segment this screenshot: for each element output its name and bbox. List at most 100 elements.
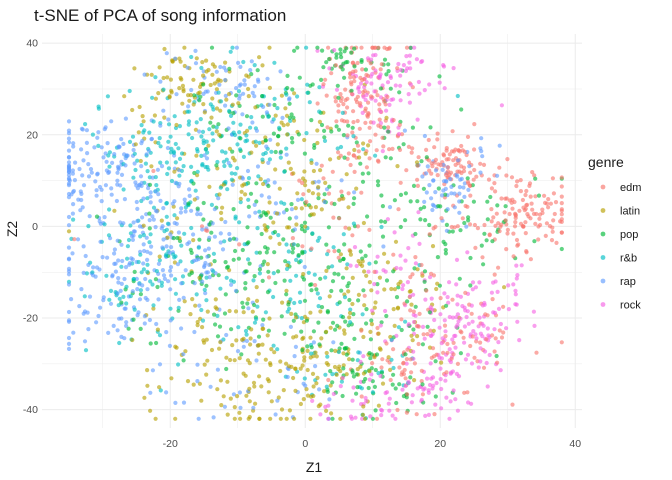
data-point-rap xyxy=(121,141,126,146)
data-point-latin xyxy=(361,220,366,226)
data-point-pop xyxy=(361,379,366,384)
data-point-latin xyxy=(194,56,199,61)
data-point-latin xyxy=(396,282,401,287)
data-point-pop xyxy=(386,129,391,134)
data-point-rap xyxy=(443,186,448,191)
data-point-latin xyxy=(286,160,291,165)
data-point-rock xyxy=(441,64,447,69)
data-point-latin xyxy=(409,302,414,307)
data-point-rb xyxy=(154,269,159,274)
data-point-rock xyxy=(383,269,388,274)
data-point-latin xyxy=(157,65,162,70)
data-point-rb xyxy=(195,169,200,174)
data-point-rock xyxy=(416,210,421,215)
data-point-pop xyxy=(433,359,438,364)
data-point-rap xyxy=(81,183,87,188)
data-point-rock xyxy=(419,397,424,402)
data-point-rock xyxy=(403,258,408,263)
data-point-latin xyxy=(279,93,284,98)
data-point-rb xyxy=(193,188,198,193)
data-point-rock xyxy=(390,413,395,418)
data-point-latin xyxy=(357,155,362,160)
data-point-latin xyxy=(219,210,224,215)
data-point-rap xyxy=(164,244,169,249)
data-point-rap xyxy=(71,144,76,149)
data-point-latin xyxy=(294,222,299,227)
data-point-pop xyxy=(336,95,341,100)
data-point-pop xyxy=(382,57,388,62)
data-point-rb xyxy=(186,122,191,127)
data-point-pop xyxy=(380,204,385,209)
data-point-rb xyxy=(173,141,178,147)
data-point-latin xyxy=(169,90,174,95)
data-point-edm xyxy=(203,228,209,233)
data-point-latin xyxy=(291,375,296,381)
data-point-edm xyxy=(427,168,432,173)
data-point-rap xyxy=(194,257,199,263)
data-point-edm xyxy=(346,191,351,196)
data-point-pop xyxy=(401,142,406,147)
data-point-rock xyxy=(383,308,388,314)
data-point-rap xyxy=(249,59,254,64)
data-point-rock xyxy=(506,283,511,288)
data-point-rap xyxy=(77,166,82,172)
data-point-rock xyxy=(354,263,359,269)
data-point-rb xyxy=(294,257,299,263)
data-point-pop xyxy=(444,222,449,227)
data-point-edm xyxy=(351,109,356,114)
data-point-edm xyxy=(419,262,424,268)
data-point-latin xyxy=(388,367,393,372)
data-point-rock xyxy=(447,347,452,352)
data-point-edm xyxy=(151,168,156,174)
data-point-edm xyxy=(456,148,461,153)
data-point-rap xyxy=(119,137,124,142)
data-point-latin xyxy=(341,351,346,356)
data-point-edm xyxy=(472,122,477,127)
data-point-latin xyxy=(178,75,183,81)
data-point-rb xyxy=(379,224,384,230)
data-point-rap xyxy=(145,287,150,292)
data-point-rap xyxy=(224,332,229,338)
data-point-latin xyxy=(187,98,192,103)
data-point-rb xyxy=(117,340,122,346)
data-point-rock xyxy=(434,380,439,386)
data-point-rb xyxy=(223,179,228,185)
data-point-rap xyxy=(119,316,124,321)
data-point-pop xyxy=(322,128,327,133)
data-point-rock xyxy=(409,400,414,405)
data-point-rb xyxy=(282,201,287,206)
data-point-rb xyxy=(176,305,181,310)
data-point-latin xyxy=(309,212,314,217)
data-point-rap xyxy=(71,330,76,335)
data-point-rock xyxy=(499,103,504,108)
data-point-rb xyxy=(277,125,282,130)
data-point-rap xyxy=(197,303,202,308)
legend-key xyxy=(600,255,606,260)
data-point-latin xyxy=(236,101,241,106)
data-point-latin xyxy=(221,394,226,399)
data-point-rock xyxy=(443,378,448,383)
data-point-edm xyxy=(458,329,463,334)
data-point-rock xyxy=(416,79,421,85)
data-point-rb xyxy=(130,134,136,139)
data-point-rock xyxy=(438,366,443,371)
data-point-latin xyxy=(193,127,198,132)
data-point-rb xyxy=(267,157,272,162)
data-point-rap xyxy=(181,400,187,405)
data-point-rb xyxy=(220,149,225,154)
data-point-latin xyxy=(257,416,262,421)
data-point-pop xyxy=(291,115,296,120)
data-point-rb xyxy=(102,222,107,227)
data-point-edm xyxy=(366,100,371,105)
data-point-edm xyxy=(424,147,429,152)
data-point-pop xyxy=(204,283,209,288)
data-point-rb xyxy=(121,294,126,299)
data-point-latin xyxy=(232,405,237,410)
data-point-edm xyxy=(339,189,344,194)
data-point-latin xyxy=(218,108,223,113)
data-point-rock xyxy=(413,313,418,318)
data-point-rb xyxy=(138,234,143,239)
data-point-rap xyxy=(80,205,85,210)
data-point-rap xyxy=(317,387,322,392)
data-point-rap xyxy=(195,362,200,367)
